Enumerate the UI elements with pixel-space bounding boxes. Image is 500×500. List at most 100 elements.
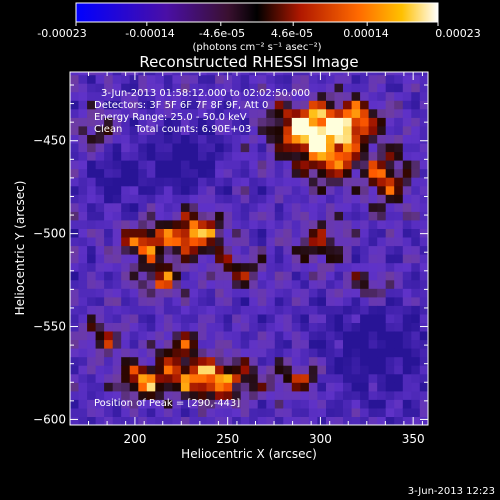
heatmap-cell <box>360 339 370 349</box>
heatmap-cell <box>334 245 344 255</box>
heatmap-cell <box>249 245 259 255</box>
heatmap-cell <box>240 151 250 161</box>
heatmap-cell <box>223 407 233 417</box>
heatmap-cell <box>308 390 318 400</box>
heatmap-cell <box>385 134 395 144</box>
heatmap-cell <box>70 416 80 425</box>
heatmap-cell <box>257 390 267 400</box>
heatmap-cell <box>377 185 387 195</box>
heatmap-cell <box>308 211 318 221</box>
heatmap-cell <box>274 211 284 221</box>
heatmap-cell <box>291 382 301 392</box>
heatmap-cell <box>232 160 242 170</box>
heatmap-cell <box>129 185 139 195</box>
heatmap-cell <box>308 125 318 135</box>
heatmap-cell <box>419 296 428 306</box>
heatmap-cell <box>155 108 165 118</box>
heatmap-cell <box>155 219 165 229</box>
heatmap-cell <box>189 108 199 118</box>
heatmap-cell <box>104 194 114 204</box>
heatmap-cell <box>334 194 344 204</box>
heatmap-cell <box>121 125 131 135</box>
heatmap-cell <box>138 160 148 170</box>
heatmap-cell <box>402 211 412 221</box>
heatmap-cell <box>334 151 344 161</box>
heatmap-cell <box>198 331 208 341</box>
heatmap-cell <box>300 185 310 195</box>
heatmap-cell <box>411 416 421 425</box>
heatmap-cell <box>180 237 190 247</box>
heatmap-cell <box>112 168 122 178</box>
heatmap-cell <box>283 108 293 118</box>
heatmap-cell <box>138 211 148 221</box>
heatmap-cell <box>385 74 395 84</box>
heatmap-cell <box>78 83 88 93</box>
heatmap-cell <box>172 168 182 178</box>
heatmap-cell <box>360 305 370 315</box>
heatmap-cell <box>385 219 395 229</box>
heatmap-cell <box>155 313 165 323</box>
heatmap-cell <box>360 416 370 425</box>
heatmap-cell <box>419 74 428 84</box>
heatmap-cell <box>343 390 353 400</box>
heatmap-cell <box>146 262 156 272</box>
heatmap-cell <box>291 143 301 153</box>
heatmap-cell <box>189 91 199 101</box>
heatmap-cell <box>360 168 370 178</box>
heatmap-cell <box>112 254 122 264</box>
heatmap-cell <box>343 151 353 161</box>
heatmap-cell <box>351 91 361 101</box>
heatmap-cell <box>155 237 165 247</box>
heatmap-cell <box>189 194 199 204</box>
heatmap-cell <box>274 117 284 127</box>
heatmap-cell <box>189 271 199 281</box>
heatmap-cell <box>419 348 428 358</box>
heatmap-cell <box>206 382 216 392</box>
heatmap-cell <box>87 322 97 332</box>
heatmap-cell <box>377 373 387 383</box>
heatmap-cell <box>266 365 276 375</box>
colorbar-tick-label: -0.00023 <box>37 27 86 40</box>
heatmap-cell <box>138 117 148 127</box>
heatmap-cell <box>240 356 250 366</box>
heatmap-cell <box>104 74 114 84</box>
heatmap-cell <box>172 91 182 101</box>
heatmap-cell <box>326 83 336 93</box>
heatmap-cell <box>351 254 361 264</box>
heatmap-cell <box>283 254 293 264</box>
heatmap-cell <box>146 339 156 349</box>
heatmap-cell <box>232 416 242 425</box>
heatmap-cell <box>155 373 165 383</box>
heatmap-cell <box>87 331 97 341</box>
heatmap-cell <box>274 125 284 135</box>
heatmap-cell <box>95 160 105 170</box>
heatmap-cell <box>180 211 190 221</box>
heatmap-cell <box>112 382 122 392</box>
heatmap-cell <box>189 373 199 383</box>
heatmap-cell <box>326 339 336 349</box>
peak-position-annotation: Position of Peak = [290,-443] <box>94 398 240 409</box>
heatmap-cell <box>215 339 225 349</box>
heatmap-cell <box>334 262 344 272</box>
heatmap-cell <box>274 365 284 375</box>
heatmap-cell <box>402 390 412 400</box>
heatmap-cell <box>334 254 344 264</box>
heatmap-cell <box>206 237 216 247</box>
heatmap-cell <box>360 72 370 76</box>
heatmap-cell <box>274 91 284 101</box>
heatmap-cell <box>146 237 156 247</box>
heatmap-cell <box>215 177 225 187</box>
heatmap-cell <box>249 416 259 425</box>
heatmap-cell <box>138 83 148 93</box>
heatmap-cell <box>419 151 428 161</box>
heatmap-cell <box>180 160 190 170</box>
heatmap-cell <box>351 356 361 366</box>
heatmap-cell <box>206 125 216 135</box>
heatmap-cell <box>189 74 199 84</box>
heatmap-cell <box>334 407 344 417</box>
heatmap-cell <box>257 373 267 383</box>
heatmap-cell <box>206 322 216 332</box>
heatmap-cell <box>334 390 344 400</box>
heatmap-cell <box>138 322 148 332</box>
heatmap-cell <box>317 313 327 323</box>
